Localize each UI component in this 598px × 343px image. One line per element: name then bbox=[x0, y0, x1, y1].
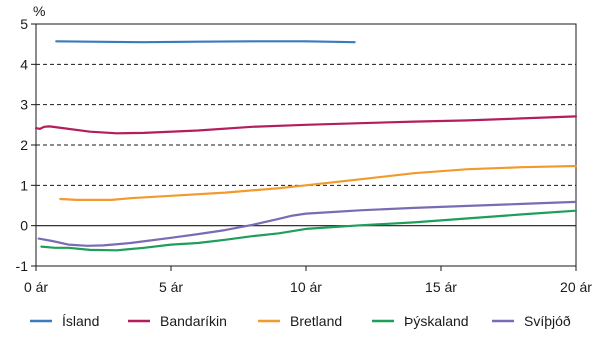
legend-label: Þýskaland bbox=[404, 313, 469, 329]
y-axis-label: % bbox=[33, 3, 45, 19]
x-tick-label: 20 ár bbox=[560, 279, 592, 295]
y-tick-label: 0 bbox=[20, 218, 28, 234]
series-line-bretland bbox=[59, 164, 578, 201]
y-tick-label: 3 bbox=[20, 97, 28, 113]
legend-layer: Ísland Bandaríkin Bretland Þýskaland Svíþjóð bbox=[30, 313, 571, 329]
x-tick-label: 15 ár bbox=[425, 279, 457, 295]
legend-label: Bandaríkin bbox=[160, 313, 227, 329]
legend-label: Ísland bbox=[62, 313, 99, 329]
grid-layer bbox=[36, 63, 576, 227]
y-tick-label: 5 bbox=[20, 16, 28, 32]
axis-layer: -1 0 1 2 3 4 5% 0 ár 5 ár 10 ár 15 ár 20 ár bbox=[16, 3, 593, 295]
legend-label: Bretland bbox=[290, 313, 342, 329]
y-tick-label: -1 bbox=[16, 258, 29, 274]
series-layer bbox=[34, 40, 578, 252]
series-line-island bbox=[55, 40, 356, 44]
x-tick-label: 0 ár bbox=[24, 279, 48, 295]
y-tick-label: 4 bbox=[20, 56, 28, 72]
series-line-bandarikin bbox=[34, 115, 578, 135]
y-tick-label: 2 bbox=[20, 137, 28, 153]
series-line-thyskaland bbox=[40, 209, 578, 252]
y-tick-label: 1 bbox=[20, 177, 28, 193]
legend-label: Svíþjóð bbox=[524, 313, 571, 329]
series-line-svithjod bbox=[37, 200, 578, 247]
x-tick-label: 10 ár bbox=[290, 279, 322, 295]
x-tick-label: 5 ár bbox=[159, 279, 183, 295]
